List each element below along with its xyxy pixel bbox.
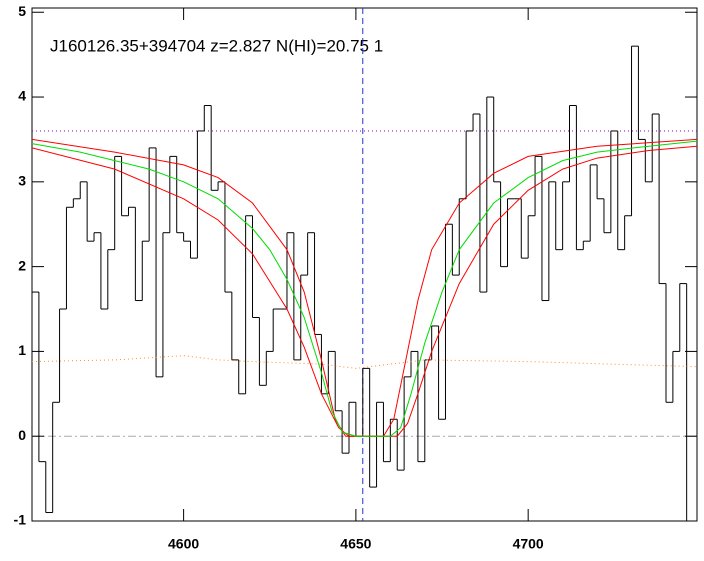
x-tick-label: 4650	[340, 536, 371, 552]
y-tick-label: 1	[18, 342, 26, 358]
y-tick-label: 2	[18, 257, 26, 273]
x-tick-label: 4600	[168, 536, 199, 552]
x-tick-label: 4700	[513, 536, 544, 552]
y-tick-label: 3	[18, 173, 26, 189]
annotation: J160126.35+394704 z=2.827 N(HI)=20.75 1	[50, 36, 383, 55]
plot	[32, 8, 697, 521]
y-tick-label: 5	[18, 3, 26, 19]
y-tick-label: -1	[14, 512, 27, 528]
plot-frame	[31, 7, 698, 522]
y-tick-label: 4	[18, 88, 26, 104]
series-line	[32, 140, 697, 437]
y-tick-label: 0	[18, 427, 26, 443]
series-line	[32, 355, 697, 369]
series-line	[32, 145, 697, 437]
